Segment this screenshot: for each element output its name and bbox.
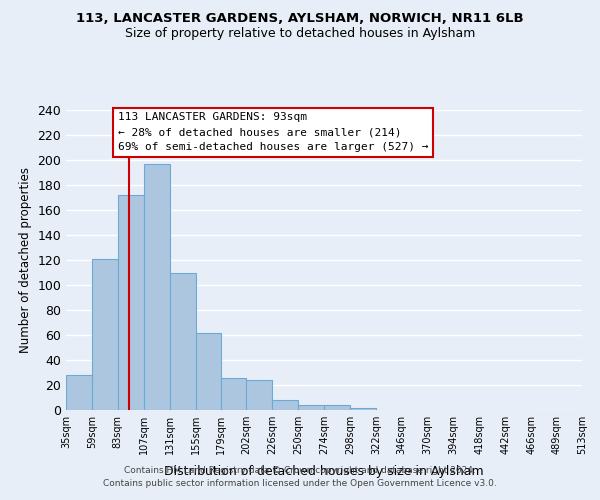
Text: 113 LANCASTER GARDENS: 93sqm
← 28% of detached houses are smaller (214)
69% of s: 113 LANCASTER GARDENS: 93sqm ← 28% of de… (118, 112, 428, 152)
Bar (350, 408, 376, 410)
Bar (196, 332, 221, 410)
Bar (246, 380, 272, 410)
Bar (324, 405, 350, 410)
X-axis label: Distribution of detached houses by size in Aylsham: Distribution of detached houses by size … (164, 466, 484, 478)
Bar (272, 400, 298, 410)
Y-axis label: Number of detached properties: Number of detached properties (19, 167, 32, 353)
Bar (221, 378, 246, 410)
Bar (170, 272, 196, 410)
Text: Size of property relative to detached houses in Aylsham: Size of property relative to detached ho… (125, 28, 475, 40)
Bar (66, 375, 92, 410)
Text: 113, LANCASTER GARDENS, AYLSHAM, NORWICH, NR11 6LB: 113, LANCASTER GARDENS, AYLSHAM, NORWICH… (76, 12, 524, 26)
Bar (298, 405, 324, 410)
Bar (144, 164, 170, 410)
Text: Contains HM Land Registry data © Crown copyright and database right 2024.
Contai: Contains HM Land Registry data © Crown c… (103, 466, 497, 487)
Bar (118, 195, 144, 410)
Bar (92, 259, 118, 410)
